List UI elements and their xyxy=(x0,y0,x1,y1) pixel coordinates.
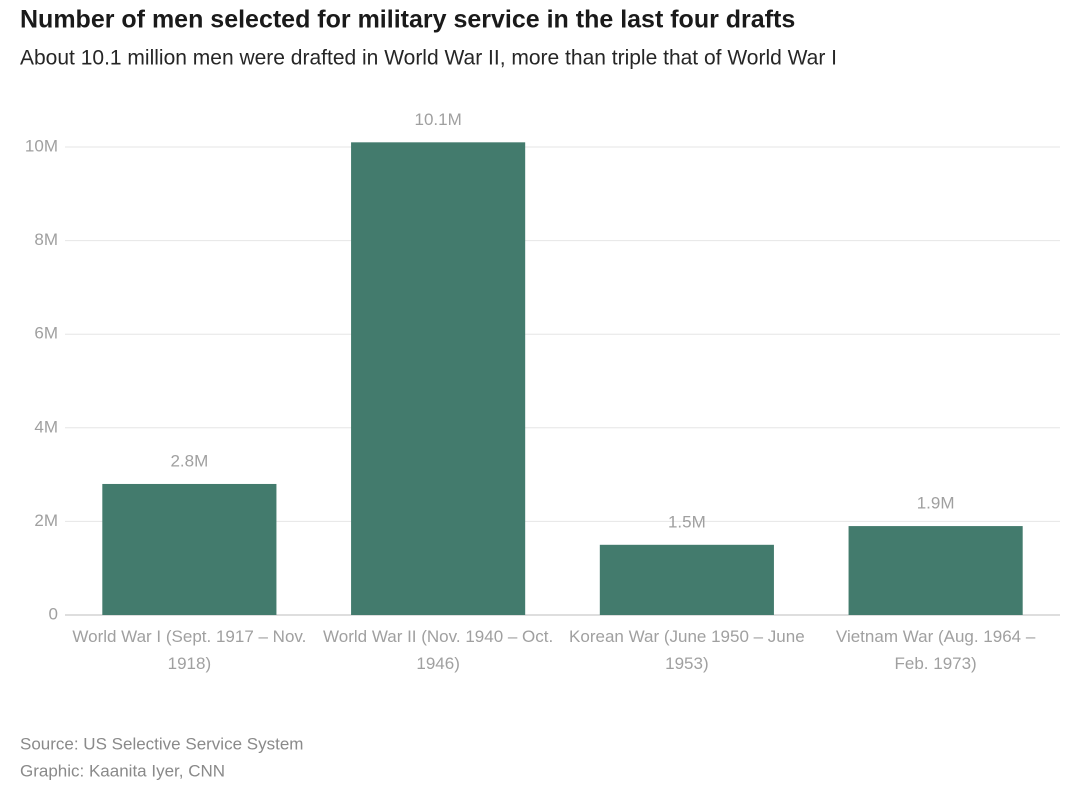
value-label: 10.1M xyxy=(415,110,462,129)
source: Source: US Selective Service System xyxy=(20,734,303,753)
y-tick-label: 2M xyxy=(34,511,58,530)
value-label: 1.5M xyxy=(668,512,706,531)
bar xyxy=(599,544,774,615)
bar xyxy=(102,483,277,615)
y-tick-label: 6M xyxy=(34,324,58,343)
x-tick-label: World War II (Nov. 1940 – Oct. 1946) xyxy=(323,627,554,673)
chart-subtitle: About 10.1 million men were drafted in W… xyxy=(20,47,837,70)
x-tick-label: Korean War (June 1950 – June 1953) xyxy=(569,627,805,673)
x-tick-label: World War I (Sept. 1917 – Nov. 1918) xyxy=(72,627,307,673)
x-tick-label: Vietnam War (Aug. 1964 – Feb. 1973) xyxy=(835,627,1036,673)
bar xyxy=(351,142,526,615)
value-label: 2.8M xyxy=(170,451,208,470)
chart-title: Number of men selected for military serv… xyxy=(20,6,795,34)
bar xyxy=(848,526,1023,615)
y-tick-label: 10M xyxy=(25,136,58,155)
credit: Graphic: Kaanita Iyer, CNN xyxy=(20,761,225,780)
y-tick-label: 8M xyxy=(34,230,58,249)
y-tick-label: 4M xyxy=(34,417,58,436)
y-tick-label: 0 xyxy=(49,604,58,623)
value-label: 1.9M xyxy=(917,494,955,513)
